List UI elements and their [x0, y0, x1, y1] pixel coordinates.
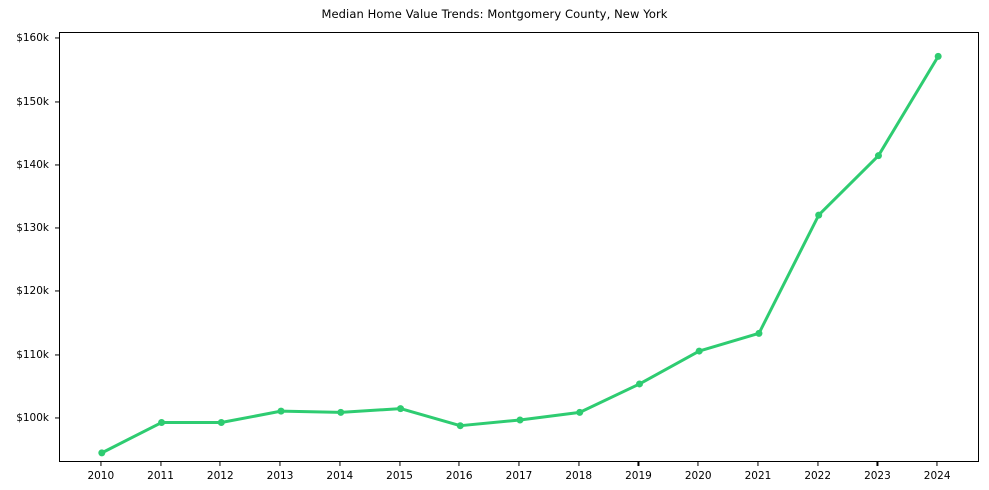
data-point-marker: [98, 449, 106, 457]
data-point-marker: [397, 405, 405, 413]
y-axis-tick-label: $160k: [16, 32, 49, 45]
series-line-median-home-value: [100, 54, 940, 455]
y-axis-tick-mark: [55, 164, 59, 166]
series-markers: [98, 52, 942, 457]
x-axis-tick-mark: [279, 462, 281, 466]
plot-area: [59, 32, 979, 462]
data-point-marker: [755, 329, 763, 337]
x-axis-tick-label: 2018: [565, 470, 593, 482]
y-axis-tick-mark: [55, 37, 59, 39]
x-axis-tick-label: 2019: [625, 470, 652, 482]
x-axis-tick-mark: [160, 462, 162, 466]
y-axis-tick-mark: [55, 417, 59, 419]
x-axis-tick-mark: [817, 462, 819, 466]
line-chart-svg: [98, 52, 942, 457]
x-axis-tick-mark: [339, 462, 341, 466]
y-axis-tick-label: $100k: [16, 411, 49, 424]
x-axis-tick-label: 2011: [147, 470, 174, 482]
y-axis-tick-label: $150k: [16, 95, 49, 108]
data-point-marker: [217, 419, 225, 427]
data-point-marker: [635, 380, 643, 388]
data-point-marker: [456, 422, 464, 430]
data-point-marker: [277, 407, 285, 415]
x-axis-tick-mark: [219, 462, 221, 466]
x-axis-tick-label: 2014: [326, 470, 354, 482]
y-axis-tick-mark: [55, 353, 59, 356]
data-point-marker: [576, 408, 584, 416]
x-axis-tick-label: 2010: [87, 470, 115, 482]
x-axis-tick-mark: [458, 462, 460, 466]
y-axis-tick-label: $110k: [16, 348, 49, 361]
y-axis-tick-mark: [55, 101, 59, 103]
data-point-marker: [815, 211, 823, 219]
x-axis-tick-mark: [757, 462, 759, 466]
x-axis-tick-label: 2023: [864, 470, 891, 482]
x-axis-tick-mark: [637, 462, 640, 466]
x-axis-tick-mark: [100, 462, 102, 466]
y-axis-tick-mark: [55, 290, 59, 292]
x-axis-tick-mark: [578, 462, 580, 466]
x-axis-tick-mark: [936, 462, 938, 466]
data-point-marker: [874, 152, 882, 160]
x-axis-tick-label: 2015: [386, 470, 413, 482]
x-axis-tick-label: 2020: [684, 470, 712, 482]
x-axis-tick-label: 2012: [206, 470, 234, 482]
y-axis-tick-label: $120k: [16, 285, 49, 298]
x-axis-tick-label: 2024: [923, 470, 951, 482]
x-axis-tick-mark: [398, 462, 401, 466]
x-axis-tick-label: 2022: [804, 470, 832, 482]
chart-title: Median Home Value Trends: Montgomery Cou…: [321, 7, 668, 21]
x-axis-tick-mark: [876, 462, 878, 466]
x-axis-tick-label: 2021: [744, 470, 772, 482]
data-point-marker: [158, 419, 166, 427]
y-axis-tick-mark: [55, 227, 59, 229]
x-axis-tick-mark: [518, 462, 520, 466]
data-point-marker: [516, 416, 524, 424]
x-axis-tick-label: 2016: [445, 470, 473, 482]
data-point-marker: [337, 408, 345, 416]
x-axis-tick-label: 2017: [505, 470, 533, 482]
data-point-marker: [934, 52, 942, 60]
data-point-marker: [695, 347, 703, 355]
y-axis-tick-label: $140k: [16, 158, 49, 171]
x-axis-tick-label: 2013: [266, 470, 294, 482]
y-axis-tick-label: $130k: [16, 222, 49, 235]
x-axis-tick-mark: [697, 462, 699, 466]
